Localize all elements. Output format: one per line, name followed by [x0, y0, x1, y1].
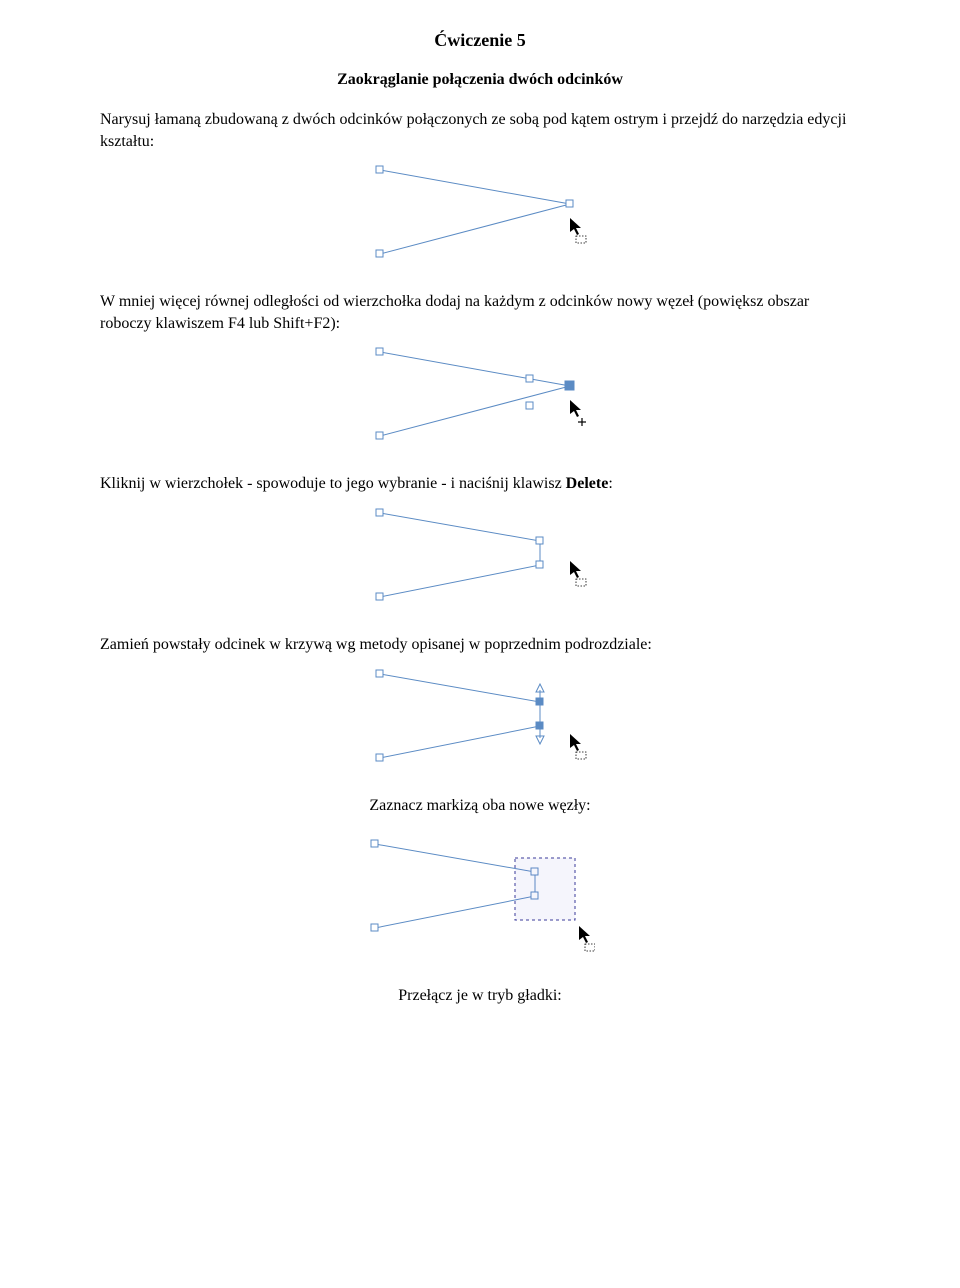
exercise-subtitle: Zaokrąglanie połączenia dwóch odcinków — [100, 71, 860, 89]
paragraph-6: Przełącz je w tryb gładki: — [100, 985, 860, 1007]
exercise-title: Ćwiczenie 5 — [100, 30, 860, 51]
paragraph-5: Zaznacz markizą oba nowe węzły: — [100, 795, 860, 817]
figure-2 — [100, 344, 860, 459]
figure-1 — [100, 162, 860, 277]
paragraph-2: W mniej więcej równej odległości od wier… — [100, 291, 860, 334]
figure-4 — [100, 666, 860, 781]
paragraph-3: Kliknij w wierzchołek - spowoduje to jeg… — [100, 473, 860, 495]
paragraph-4: Zamień powstały odcinek w krzywą wg meto… — [100, 634, 860, 656]
figure-3 — [100, 505, 860, 620]
figure-5 — [100, 826, 860, 971]
paragraph-1: Narysuj łamaną zbudowaną z dwóch odcinkó… — [100, 109, 860, 152]
delete-key-label: Delete — [566, 475, 609, 492]
paragraph-3-post: : — [608, 475, 612, 492]
paragraph-3-pre: Kliknij w wierzchołek - spowoduje to jeg… — [100, 475, 566, 492]
